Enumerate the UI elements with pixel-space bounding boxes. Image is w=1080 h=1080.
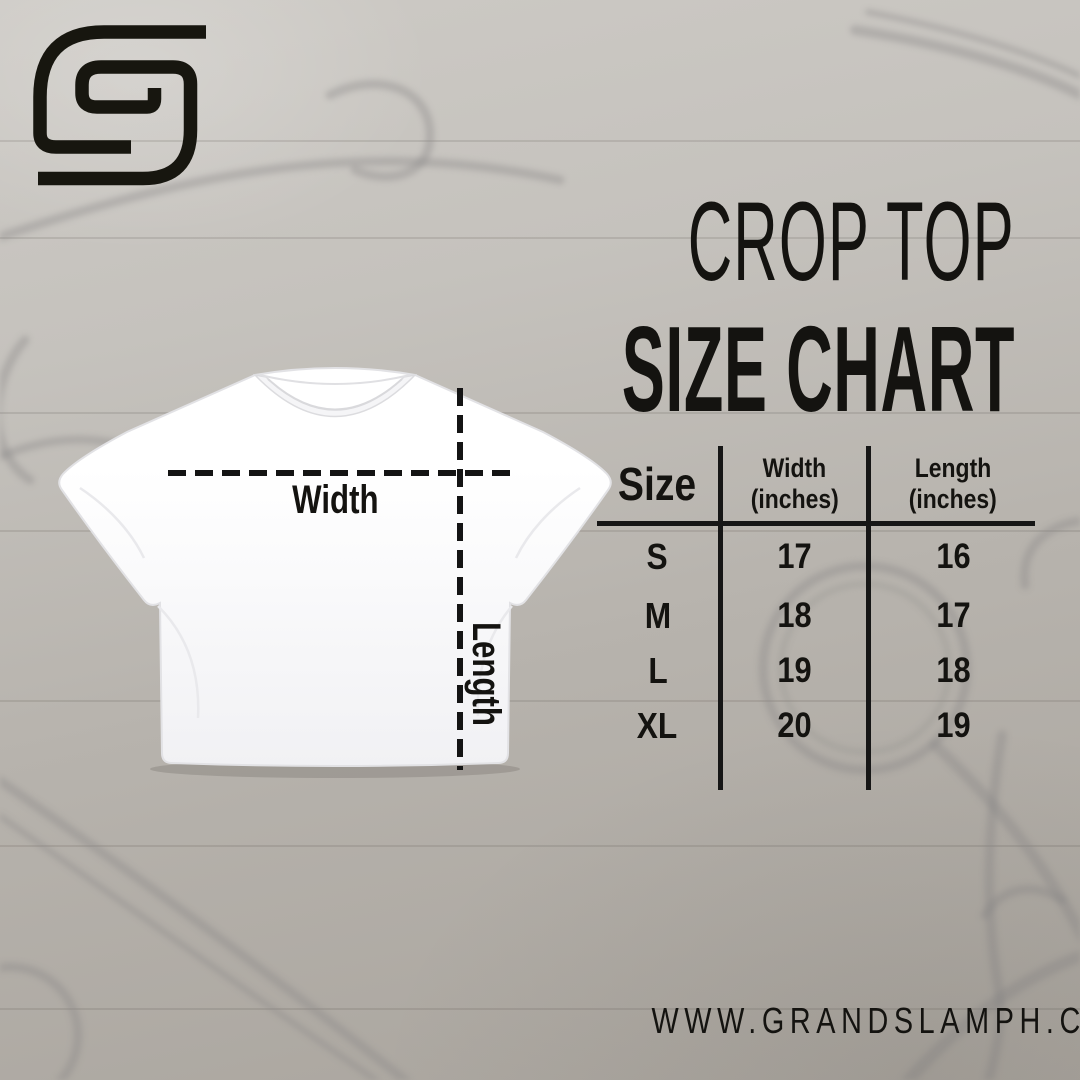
width-cell: 20 (718, 698, 866, 753)
page-title: CROP TOP SIZE CHART (273, 179, 1015, 437)
size-cell: XL (637, 704, 678, 746)
table-rule-tail (597, 753, 718, 790)
title-line-1: CROP TOP (687, 179, 1015, 304)
size-cell: S (646, 536, 669, 577)
column-header-width: Width (inches) (718, 446, 866, 526)
table-rule-tail (866, 753, 1035, 790)
wood-plank-line (0, 237, 1080, 239)
wood-plank-line (0, 700, 1080, 702)
length-measure-dashed-line (457, 388, 463, 770)
website-url: WWW.GRANDSLAMPH.COM (651, 1000, 1080, 1041)
wood-plank-line (0, 845, 1080, 847)
wood-plank-line (0, 412, 1080, 414)
width-cell: 17 (718, 526, 866, 588)
size-cell: M (644, 594, 671, 636)
width-measure-label: Width (291, 478, 379, 522)
size-table: Size Width (inches) Length (inches) S 17… (597, 446, 1035, 790)
width-cell: 18 (718, 588, 866, 643)
grand-slam-logo-icon (33, 25, 206, 186)
wood-plank-line (0, 140, 1080, 142)
title-line-2: SIZE CHART (621, 301, 1015, 437)
wood-plank-line (0, 1008, 1080, 1010)
length-cell: 18 (866, 643, 1035, 698)
width-measure-dashed-line (168, 470, 510, 476)
crop-top-illustration (58, 367, 612, 778)
length-cell: 16 (866, 526, 1035, 588)
length-cell: 17 (866, 588, 1035, 643)
width-cell: 19 (718, 643, 866, 698)
column-header-size: Size (597, 446, 718, 526)
column-header-length: Length (inches) (866, 446, 1035, 526)
length-cell: 19 (866, 698, 1035, 753)
table-rule-tail (718, 753, 866, 790)
size-cell: L (647, 649, 668, 691)
